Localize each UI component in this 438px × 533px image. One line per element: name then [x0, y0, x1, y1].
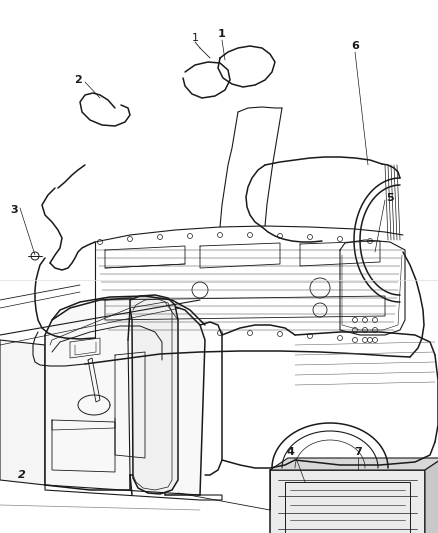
- Polygon shape: [45, 298, 205, 495]
- Text: 4: 4: [286, 447, 294, 457]
- Text: 1: 1: [191, 33, 198, 43]
- Polygon shape: [270, 458, 438, 470]
- Text: 7: 7: [354, 447, 362, 457]
- Text: 2: 2: [18, 470, 26, 480]
- Text: 1: 1: [218, 29, 226, 39]
- Text: 5: 5: [386, 193, 394, 203]
- Polygon shape: [130, 295, 178, 494]
- Text: 6: 6: [351, 41, 359, 51]
- Polygon shape: [270, 470, 425, 533]
- Polygon shape: [0, 340, 45, 485]
- Text: 2: 2: [74, 75, 82, 85]
- Polygon shape: [425, 458, 438, 533]
- Text: 3: 3: [10, 205, 18, 215]
